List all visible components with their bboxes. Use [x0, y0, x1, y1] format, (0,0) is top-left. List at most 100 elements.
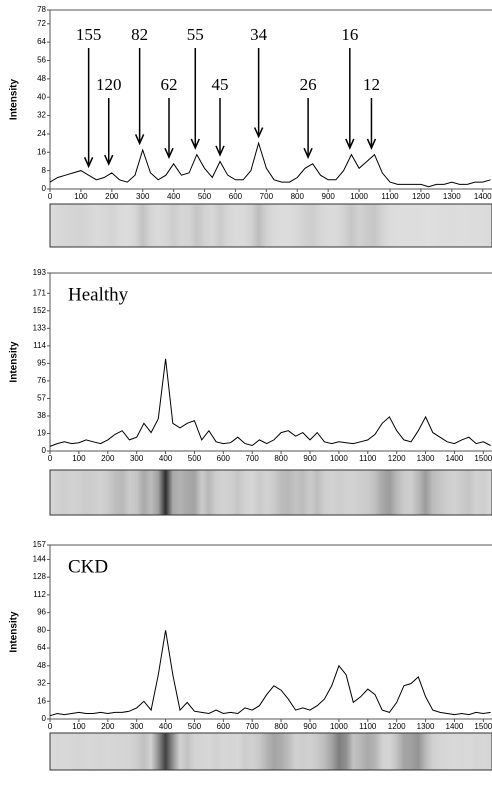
y-tick-label: 78 [37, 5, 46, 14]
x-tick-label: 900 [303, 454, 317, 463]
y-tick-label: 16 [37, 147, 46, 156]
y-tick-label: 133 [33, 323, 47, 332]
y-axis-label: Intensity [9, 79, 20, 121]
x-tick-label: 0 [48, 192, 53, 201]
y-tick-label: 19 [37, 429, 46, 438]
x-tick-label: 100 [74, 192, 88, 201]
trace [49, 358, 491, 447]
y-tick-label: 114 [33, 341, 46, 350]
x-tick-label: 1400 [446, 722, 464, 731]
annotation-label: 62 [161, 75, 178, 94]
y-tick-label: 128 [33, 572, 47, 581]
x-tick-label: 1100 [381, 192, 399, 201]
y-tick-label: 171 [33, 288, 47, 297]
arrow-head [345, 138, 355, 150]
x-tick-label: 800 [274, 722, 288, 731]
x-tick-label: 500 [188, 454, 202, 463]
plot-frame [49, 9, 492, 190]
y-tick-label: 56 [37, 56, 46, 65]
x-tick-label: 500 [188, 722, 202, 731]
x-tick-label: 1400 [474, 192, 492, 201]
annotation-label: 26 [300, 75, 317, 94]
x-tick-label: 700 [246, 722, 260, 731]
x-tick-label: 0 [48, 454, 53, 463]
arrow-head [104, 154, 114, 166]
y-tick-label: 32 [37, 679, 46, 688]
x-tick-label: 1100 [359, 454, 377, 463]
arrow-head [134, 134, 145, 146]
x-tick-label: 900 [322, 192, 336, 201]
arrow-head [303, 147, 313, 160]
x-tick-label: 400 [159, 722, 173, 731]
x-tick-label: 100 [72, 722, 86, 731]
annotation-label: 82 [131, 25, 148, 44]
trace [49, 141, 491, 188]
y-tick-label: 40 [37, 92, 46, 101]
x-tick-label: 500 [198, 192, 212, 201]
x-tick-label: 1300 [417, 722, 435, 731]
y-tick-label: 57 [37, 394, 46, 403]
arrow-head [164, 147, 174, 160]
y-tick-label: 48 [37, 74, 46, 83]
y-tick-label: 38 [37, 411, 46, 420]
arrow-head [253, 127, 264, 139]
x-tick-label: 200 [101, 722, 115, 731]
y-tick-label: 0 [42, 714, 47, 723]
gel-image [49, 732, 492, 771]
y-tick-label: 80 [37, 625, 46, 634]
x-tick-label: 1500 [474, 722, 492, 731]
x-tick-label: 700 [246, 454, 260, 463]
x-tick-label: 1100 [359, 722, 377, 731]
y-tick-label: 32 [37, 111, 46, 120]
y-tick-label: 48 [37, 661, 46, 670]
y-tick-label: 72 [37, 19, 46, 28]
x-tick-label: 200 [105, 192, 119, 201]
y-axis-label: Intensity [9, 341, 20, 383]
y-tick-label: 157 [33, 540, 47, 549]
y-tick-label: 144 [33, 555, 47, 564]
gel-image [49, 203, 492, 248]
annotation-label: 45 [212, 75, 229, 94]
annotation-label: 16 [341, 25, 358, 44]
x-tick-label: 0 [48, 722, 53, 731]
panel-title: CKD [68, 556, 108, 577]
x-tick-label: 1000 [350, 192, 368, 201]
arrow-head [83, 157, 94, 169]
gel-image [49, 469, 492, 516]
x-tick-label: 300 [130, 722, 144, 731]
y-tick-label: 8 [42, 166, 47, 175]
x-tick-label: 1200 [412, 192, 430, 201]
annotation-label: 155 [76, 25, 102, 44]
y-tick-label: 16 [37, 696, 46, 705]
x-tick-label: 300 [136, 192, 150, 201]
x-tick-label: 1500 [474, 454, 492, 463]
y-tick-label: 112 [33, 590, 46, 599]
y-tick-label: 0 [42, 184, 47, 193]
x-tick-label: 400 [167, 192, 181, 201]
annotation-label: 120 [96, 75, 122, 94]
x-tick-label: 1000 [330, 454, 348, 463]
x-tick-label: 600 [217, 454, 231, 463]
y-axis-label: Intensity [9, 611, 20, 653]
trace [49, 630, 491, 717]
x-tick-label: 600 [229, 192, 243, 201]
y-tick-label: 64 [37, 643, 46, 652]
x-tick-label: 1300 [417, 454, 435, 463]
x-tick-label: 100 [72, 454, 86, 463]
arrow-head [366, 138, 377, 150]
arrow-head [190, 138, 200, 150]
y-tick-label: 193 [33, 268, 47, 277]
x-tick-label: 1200 [388, 722, 406, 731]
x-tick-label: 800 [274, 454, 288, 463]
x-tick-label: 400 [159, 454, 173, 463]
annotation-label: 55 [187, 25, 204, 44]
x-tick-label: 900 [303, 722, 317, 731]
x-tick-label: 700 [260, 192, 274, 201]
plot-frame [49, 272, 492, 452]
x-tick-label: 1400 [446, 454, 464, 463]
y-tick-label: 95 [37, 358, 46, 367]
x-tick-label: 1000 [330, 722, 348, 731]
annotation-label: 34 [250, 25, 268, 44]
